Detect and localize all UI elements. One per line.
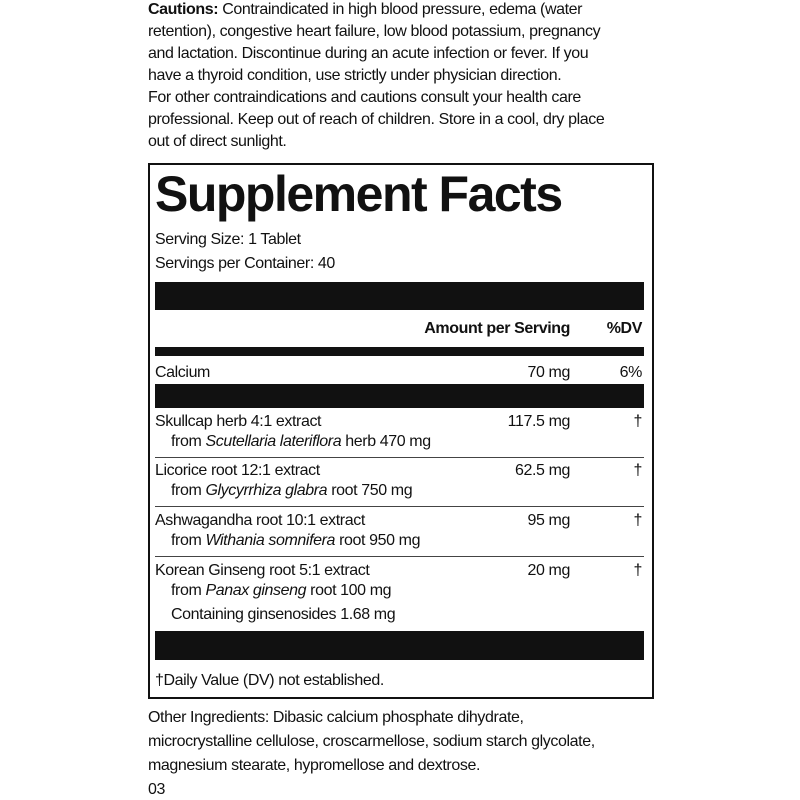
row-separator: [155, 457, 644, 458]
source-suffix: herb 470 mg: [341, 433, 431, 450]
row-separator: [155, 506, 644, 507]
caution-label: Cautions:: [148, 1, 219, 18]
rule: [155, 282, 644, 310]
page-number: 03: [148, 781, 165, 798]
ingredient-name: Korean Ginseng root 5:1 extract: [155, 562, 370, 579]
ingredient-dv: †: [633, 462, 643, 479]
caution-line: out of direct sunlight.: [148, 132, 287, 152]
source-species: Withania somnifera: [205, 532, 336, 549]
caution-line: professional. Keep out of reach of child…: [148, 110, 605, 130]
source-prefix: from: [171, 482, 206, 499]
source-suffix: root 950 mg: [335, 532, 421, 549]
caution-text: out of direct sunlight.: [148, 133, 287, 150]
ingredient-source: from Scutellaria lateriflora herb 470 mg: [171, 432, 431, 452]
caution-line: have a thyroid condition, use strictly u…: [148, 66, 562, 86]
calcium-name: Calcium: [155, 364, 210, 381]
ingredient-amount: 20 mg: [527, 562, 571, 579]
source-species: Glycyrrhiza glabra: [205, 482, 328, 499]
rule: [155, 347, 644, 356]
ingredient-dv: †: [633, 562, 643, 579]
caution-text: Contraindicated in high blood pressure, …: [218, 1, 583, 18]
ingredient-amount: 62.5 mg: [514, 462, 570, 479]
ingredient-amount: 117.5 mg: [507, 413, 571, 430]
other-ingredients-line: Other Ingredients: Dibasic calcium phosp…: [148, 709, 524, 726]
amount-header: Amount per Serving: [424, 320, 570, 337]
source-suffix: root 100 mg: [306, 582, 392, 599]
source-prefix: from: [171, 582, 206, 599]
ingredient-name: Ashwagandha root 10:1 extract: [155, 512, 365, 529]
source-species: Scutellaria lateriflora: [205, 433, 342, 450]
dv-header: %DV: [606, 320, 643, 337]
caution-text: professional. Keep out of reach of child…: [148, 111, 605, 128]
caution-text: and lactation. Discontinue during an acu…: [148, 45, 589, 62]
ingredient-source: from Panax ginseng root 100 mg: [171, 581, 392, 601]
ingredient-name: Licorice root 12:1 extract: [155, 462, 320, 479]
source-prefix: from: [171, 433, 206, 450]
caution-text: retention), congestive heart failure, lo…: [148, 23, 601, 40]
caution-line: retention), congestive heart failure, lo…: [148, 22, 601, 42]
ingredient-source: from Withania somnifera root 950 mg: [171, 531, 420, 551]
ingredient-dv: †: [633, 512, 643, 529]
source-prefix: from: [171, 532, 206, 549]
calcium-dv: 6%: [619, 364, 643, 381]
other-ingredients-line: magnesium stearate, hypromellose and dex…: [148, 757, 481, 774]
ingredient-name: Skullcap herb 4:1 extract: [155, 413, 322, 430]
other-ingredients-line: microcrystalline cellulose, croscarmello…: [148, 733, 595, 750]
facts-title: Supplement Facts: [155, 166, 563, 222]
rule: [155, 384, 644, 408]
ingredient-amount: 95 mg: [527, 512, 571, 529]
servings-per-container: Servings per Container: 40: [155, 255, 335, 272]
source-suffix: root 750 mg: [327, 482, 413, 499]
ingredient-source: from Glycyrrhiza glabra root 750 mg: [171, 481, 413, 501]
ingredient-containing: Containing ginsenosides 1.68 mg: [171, 606, 396, 623]
calcium-amount: 70 mg: [527, 364, 571, 381]
footnote: †Daily Value (DV) not established.: [155, 672, 384, 689]
caution-line: For other contraindications and cautions…: [148, 88, 581, 108]
facts-box: [148, 163, 654, 699]
caution-text: have a thyroid condition, use strictly u…: [148, 67, 562, 84]
source-species: Panax ginseng: [205, 582, 307, 599]
caution-line: and lactation. Discontinue during an acu…: [148, 44, 589, 64]
rule: [155, 631, 644, 660]
caution-text: For other contraindications and cautions…: [148, 89, 581, 106]
ingredient-dv: †: [633, 413, 643, 430]
caution-line: Cautions: Contraindicated in high blood …: [148, 0, 583, 20]
serving-size: Serving Size: 1 Tablet: [155, 231, 301, 248]
row-separator: [155, 556, 644, 557]
